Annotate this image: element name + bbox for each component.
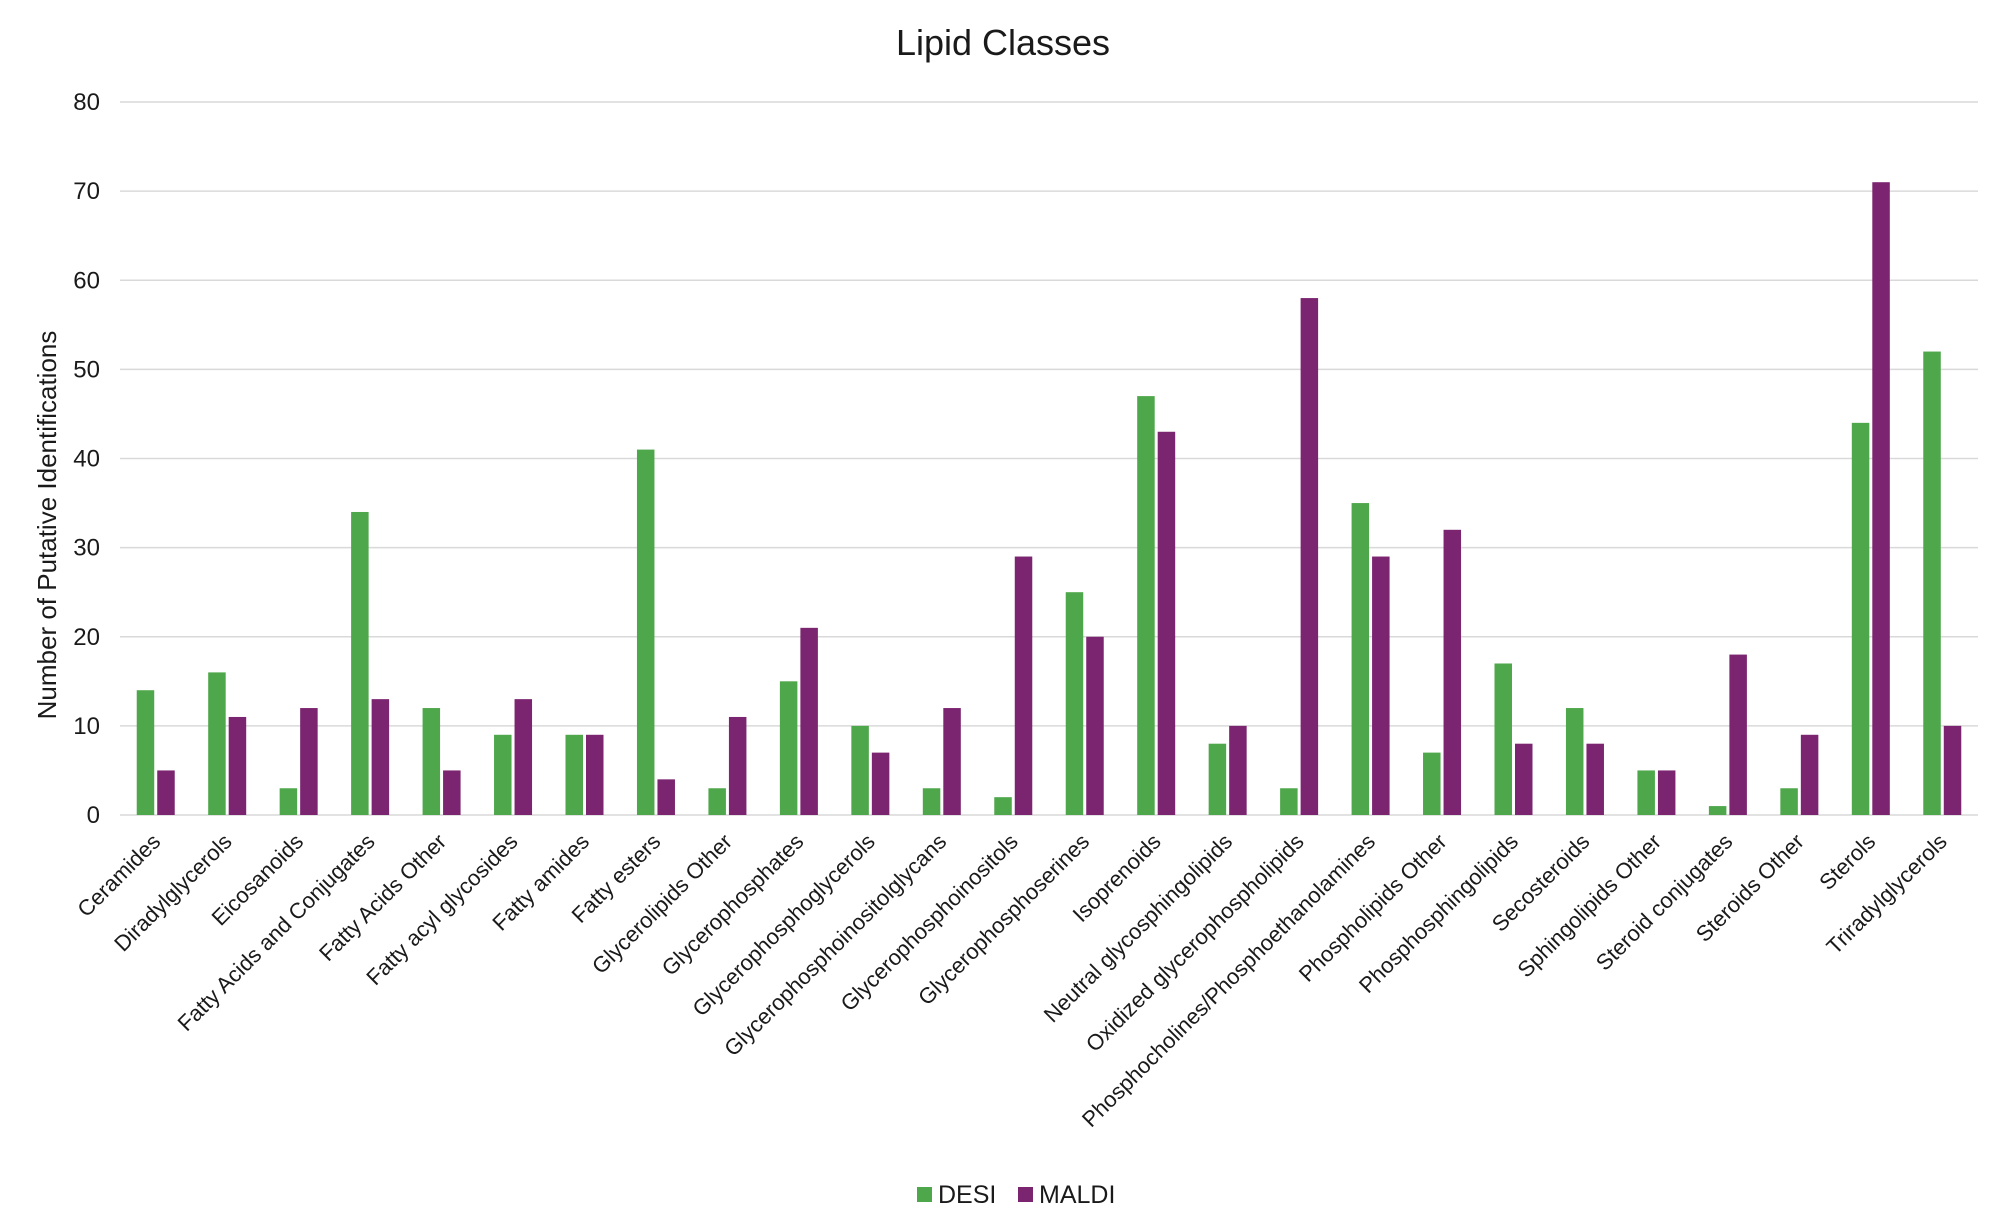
bar-desi — [922, 788, 941, 815]
bar-desi — [708, 788, 726, 815]
bar-maldi — [657, 779, 675, 815]
x-tick-label: Triradylglycerols — [1821, 829, 1951, 959]
bar-desi — [1351, 503, 1370, 815]
bar-maldi — [943, 708, 961, 815]
bar-desi — [1137, 396, 1155, 815]
bar-desi — [851, 725, 869, 815]
legend-label-maldi: MALDI — [1039, 1181, 1115, 1209]
bar-maldi — [1372, 556, 1390, 815]
bar-desi — [351, 511, 369, 815]
bar-maldi — [1872, 182, 1890, 815]
y-tick-label: 0 — [87, 802, 100, 829]
y-axis-label: Number of Putative Identifications — [32, 331, 62, 720]
bar-maldi — [1943, 725, 1962, 815]
chart-title: Lipid Classes — [896, 22, 1110, 63]
bar-desi — [1280, 788, 1298, 815]
bar-desi — [779, 681, 798, 815]
legend: DESI MALDI — [917, 1181, 1115, 1209]
bar-maldi — [371, 699, 390, 815]
bar-maldi — [1586, 743, 1604, 815]
bar-maldi — [514, 699, 533, 815]
y-axis-ticks: 0 10 20 30 40 50 60 70 80 — [73, 89, 100, 829]
bar-maldi — [1300, 298, 1319, 815]
y-tick-label: 80 — [73, 89, 100, 116]
bar-maldi — [1229, 725, 1247, 815]
bar-desi — [1423, 752, 1441, 815]
bar-desi — [1708, 806, 1727, 815]
bar-maldi — [1086, 636, 1104, 815]
legend-label-desi: DESI — [938, 1181, 996, 1209]
bar-desi — [1565, 708, 1584, 815]
bar-desi — [279, 788, 298, 815]
bar-desi — [1780, 788, 1798, 815]
bar-maldi — [157, 770, 175, 815]
bar-desi — [1065, 592, 1084, 815]
bar-desi — [1208, 743, 1227, 815]
y-tick-label: 10 — [73, 713, 100, 740]
bar-maldi — [1443, 529, 1462, 815]
bar-desi — [994, 797, 1012, 815]
bar-desi — [422, 708, 441, 815]
bar-desi — [136, 690, 155, 815]
gridlines — [120, 101, 1978, 816]
bar-desi — [1851, 422, 1870, 815]
bar-desi — [636, 449, 655, 815]
bar-maldi — [300, 708, 318, 815]
y-tick-label: 20 — [73, 624, 100, 651]
y-tick-label: 40 — [73, 446, 100, 473]
x-axis-labels: CeramidesDiradylglycerolsEicosanoidsFatt… — [72, 829, 1951, 1132]
bar-maldi — [228, 716, 247, 815]
bar-desi — [565, 734, 583, 815]
bar-maldi — [1800, 734, 1819, 815]
legend-swatch-desi — [917, 1187, 932, 1202]
y-tick-label: 50 — [73, 356, 100, 383]
x-tick-label: Sterols — [1814, 829, 1880, 895]
bar-desi — [1637, 770, 1655, 815]
bar-maldi — [871, 752, 890, 815]
bar-maldi — [1657, 770, 1676, 815]
legend-swatch-maldi — [1018, 1187, 1033, 1202]
bar-desi — [1923, 351, 1941, 815]
bar-maldi — [586, 734, 604, 815]
y-tick-label: 70 — [73, 178, 100, 205]
y-tick-label: 60 — [73, 267, 100, 294]
bar-maldi — [1157, 431, 1176, 815]
bar-maldi — [1014, 556, 1033, 815]
bar-maldi — [800, 627, 818, 815]
bar-maldi — [1515, 743, 1533, 815]
bar-maldi — [1729, 654, 1747, 815]
bar-maldi — [728, 716, 747, 815]
bars — [136, 182, 1962, 815]
bar-desi — [208, 672, 226, 815]
bar-maldi — [443, 770, 461, 815]
bar-desi — [1494, 663, 1512, 815]
bar-desi — [494, 734, 512, 815]
x-tick-label: Fatty Acids Other — [314, 829, 451, 966]
y-tick-label: 30 — [73, 535, 100, 562]
x-tick-label: Steroid conjugates — [1591, 829, 1738, 976]
